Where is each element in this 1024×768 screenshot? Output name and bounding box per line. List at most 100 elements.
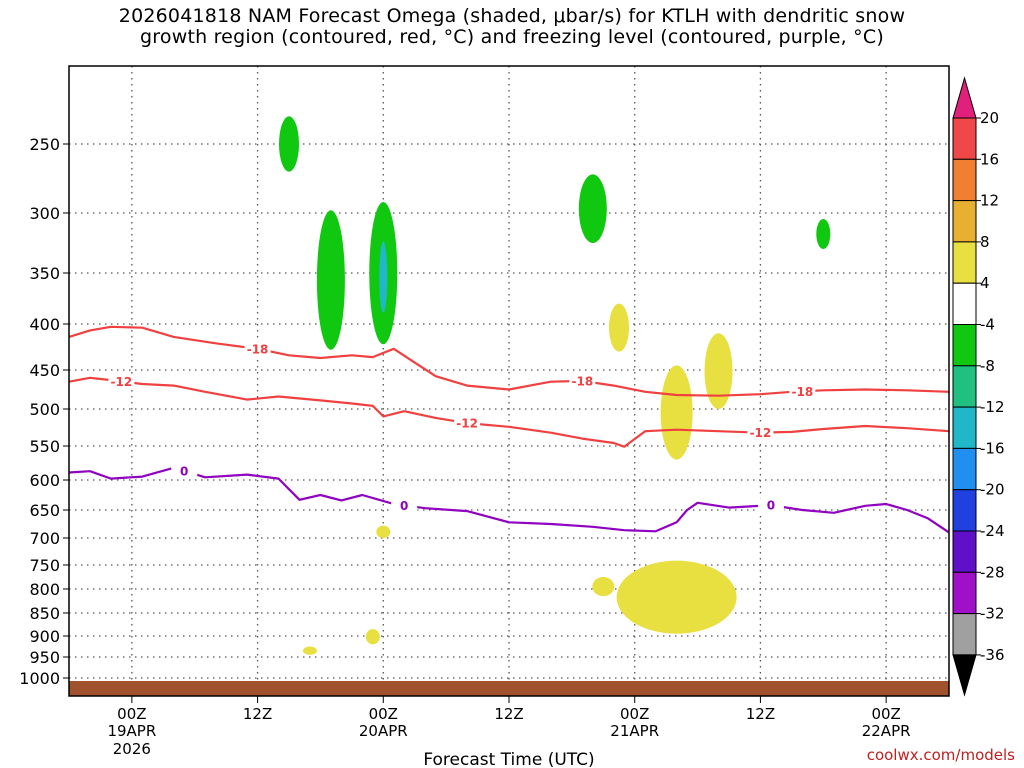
contour-label: 0 xyxy=(400,499,408,513)
x-tick-date: 20APR xyxy=(359,722,408,740)
colorbar-cell xyxy=(952,406,977,449)
omega-region xyxy=(279,116,299,172)
contour-label-bg xyxy=(569,373,596,388)
omega-region xyxy=(316,210,345,350)
x-tick-label: 00Z xyxy=(871,705,900,723)
x-tick-label: 12Z xyxy=(243,705,272,723)
colorbar-label: 4 xyxy=(980,274,990,292)
contour-label: -12 xyxy=(750,426,772,440)
contour-label-bg xyxy=(454,416,481,431)
colorbar-cell xyxy=(952,365,977,408)
omega-region xyxy=(609,303,629,352)
colorbar-cell xyxy=(952,530,977,573)
x-tick-label: 00Z xyxy=(620,705,649,723)
contour-label-bg xyxy=(244,341,271,356)
y-tick-label: 650 xyxy=(29,501,60,520)
contour-label: -18 xyxy=(571,374,593,388)
contour-label-bg xyxy=(391,498,418,513)
colorbar-cell xyxy=(952,654,977,697)
colorbar-cell xyxy=(952,200,977,243)
x-tick-label: 00Z xyxy=(117,705,146,723)
y-tick-label: 700 xyxy=(29,529,60,548)
colorbar-label: -8 xyxy=(980,357,995,375)
omega-region xyxy=(616,560,737,634)
colorbar-label: -4 xyxy=(980,316,995,334)
contour-label: -12 xyxy=(456,417,478,431)
colorbar-cell xyxy=(952,117,977,160)
y-tick-label: 950 xyxy=(29,648,60,667)
x-axis-label: Forecast Time (UTC) xyxy=(423,750,594,768)
contour-label-bg xyxy=(757,498,784,513)
colorbar-cell xyxy=(952,241,977,284)
y-axis: 250 300 350 400 450 500 550 600 650 700 750 800 850 9… xyxy=(19,135,69,688)
x-tick-date: 22APR xyxy=(862,722,911,740)
colorbar-cell xyxy=(952,613,977,656)
omega-core xyxy=(379,241,388,313)
contour-label: -12 xyxy=(111,375,133,389)
colorbar-label: -36 xyxy=(980,646,1005,664)
x-tick-label: 12Z xyxy=(494,705,523,723)
y-tick-label: 750 xyxy=(29,556,60,575)
x-tick-date: 2026 xyxy=(113,740,151,758)
title-line-2: growth region (contoured, red, °C) and f… xyxy=(140,26,884,48)
x-tick-date: 19APR xyxy=(107,722,156,740)
colorbar-label: 8 xyxy=(980,233,990,251)
colorbar-label: -32 xyxy=(980,605,1005,623)
contour-label: 0 xyxy=(767,499,775,513)
isotherm-line xyxy=(68,466,950,534)
y-tick-label: 350 xyxy=(29,264,60,283)
isotherm-line xyxy=(68,325,950,397)
omega-region xyxy=(578,174,607,243)
colorbar-cell xyxy=(952,158,977,202)
y-tick-label: 250 xyxy=(29,135,60,154)
contour-label-bg xyxy=(747,425,774,440)
ground-terrain xyxy=(69,681,949,696)
y-tick-label: 500 xyxy=(29,400,60,419)
omega-region xyxy=(592,577,615,597)
colorbar-label: 20 xyxy=(980,109,999,127)
colorbar-label: 16 xyxy=(980,150,999,168)
contour-label-bg xyxy=(171,463,198,478)
chart-title: 2026041818 NAM Forecast Omega (shaded, μ… xyxy=(0,6,1024,48)
y-tick-label: 450 xyxy=(29,361,60,380)
omega-shading xyxy=(279,116,831,655)
omega-region xyxy=(376,525,391,539)
omega-region xyxy=(816,219,831,249)
colorbar-label: -24 xyxy=(980,522,1005,540)
colorbar-cell xyxy=(952,324,977,367)
contour-label: -18 xyxy=(791,385,813,399)
contour-label-bg xyxy=(108,374,135,389)
colorbar-label: 12 xyxy=(980,192,999,210)
contour-label: 0 xyxy=(180,464,188,478)
x-tick-label: 00Z xyxy=(369,705,398,723)
y-tick-label: 600 xyxy=(29,471,60,490)
colorbar-label: -28 xyxy=(980,563,1005,581)
colorbar-cell xyxy=(952,489,977,532)
contour-label: -18 xyxy=(247,342,269,356)
y-tick-label: 900 xyxy=(29,627,60,646)
colorbar-cell xyxy=(952,282,977,326)
y-tick-label: 300 xyxy=(29,204,60,223)
omega-region xyxy=(660,365,693,460)
contour-labels: -18 -18 -18 -12 -12 -12 0 0 0 xyxy=(108,341,816,513)
omega-region xyxy=(365,629,380,645)
y-tick-label: 1000 xyxy=(19,669,60,688)
colorbar-cell xyxy=(952,76,977,119)
contour-label-bg xyxy=(789,384,816,399)
colorbar-label: -20 xyxy=(980,481,1005,499)
title-line-1: 2026041818 NAM Forecast Omega (shaded, μ… xyxy=(118,5,906,27)
credit-text[interactable]: coolwx.com/models xyxy=(867,746,1015,764)
colorbar-label: -16 xyxy=(980,439,1005,457)
y-tick-label: 550 xyxy=(29,437,60,456)
omega-region xyxy=(704,333,733,409)
x-tick-label: 12Z xyxy=(746,705,775,723)
colorbar-cell xyxy=(952,571,977,615)
isotherm-lines xyxy=(68,325,950,534)
y-tick-label: 800 xyxy=(29,580,60,599)
omega-region xyxy=(302,646,317,655)
y-tick-label: 850 xyxy=(29,604,60,623)
colorbar-cell xyxy=(952,447,977,491)
colorbar-label: -12 xyxy=(980,398,1005,416)
